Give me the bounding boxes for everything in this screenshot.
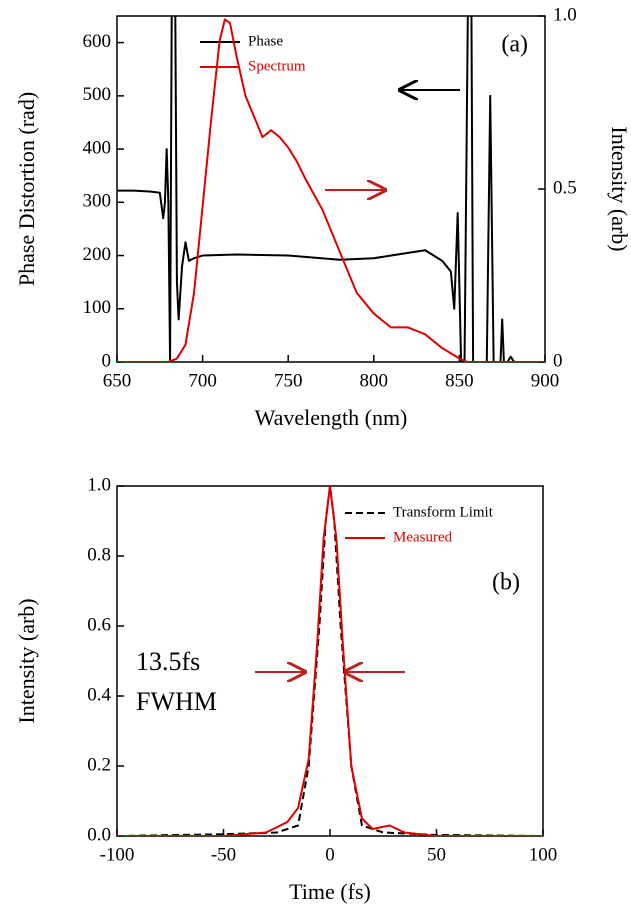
y2-tick-label: 1.0: [553, 4, 577, 25]
y-tick-label: 1.0: [87, 474, 111, 495]
x-tick-label: 750: [274, 370, 303, 391]
legend-label: Measured: [393, 529, 453, 545]
annotation: 13.5fs: [136, 647, 200, 676]
x-tick-label: 50: [427, 844, 446, 865]
y-tick-label: 0.0: [87, 824, 111, 845]
y-tick-label: 0.4: [87, 684, 111, 705]
legend-label: Phase: [248, 33, 283, 49]
x-tick-label: -50: [211, 844, 236, 865]
y-axis-label: Phase Distortion (rad): [14, 92, 39, 286]
y-axis-label: Intensity (arb): [14, 598, 39, 723]
y2-tick-label: 0.5: [553, 177, 577, 198]
panel-label: (a): [501, 32, 528, 58]
data-line: [117, 486, 543, 836]
x-tick-label: 900: [531, 370, 560, 391]
x-tick-label: 700: [188, 370, 217, 391]
y2-axis-label: Intensity (arb): [607, 126, 631, 251]
x-tick-label: 0: [325, 844, 335, 865]
x-tick-label: 850: [445, 370, 474, 391]
data-line: [117, 486, 543, 836]
data-line: [117, 18, 545, 362]
y-tick-label: 300: [83, 191, 112, 212]
y-tick-label: 0.6: [87, 614, 111, 635]
x-tick-label: 800: [360, 370, 389, 391]
x-axis-label: Time (fs): [289, 879, 371, 904]
data-line: [117, 16, 518, 362]
x-tick-label: 100: [529, 844, 558, 865]
legend-label: Spectrum: [248, 58, 306, 74]
y-tick-label: 400: [83, 137, 112, 158]
y-tick-label: 0.2: [87, 754, 111, 775]
y-tick-label: 500: [83, 84, 112, 105]
panel-label: (b): [492, 570, 520, 596]
y-tick-label: 0: [102, 350, 112, 371]
y-tick-label: 200: [83, 244, 112, 265]
y-tick-label: 0.8: [87, 544, 111, 565]
y-tick-label: 100: [83, 297, 112, 318]
x-tick-label: 650: [103, 370, 132, 391]
x-tick-label: -100: [100, 844, 135, 865]
x-axis-label: Wavelength (nm): [255, 405, 408, 430]
y-tick-label: 600: [83, 31, 112, 52]
annotation: FWHM: [136, 687, 217, 716]
y2-tick-label: 0: [553, 350, 563, 371]
legend-label: Transform Limit: [393, 504, 494, 520]
